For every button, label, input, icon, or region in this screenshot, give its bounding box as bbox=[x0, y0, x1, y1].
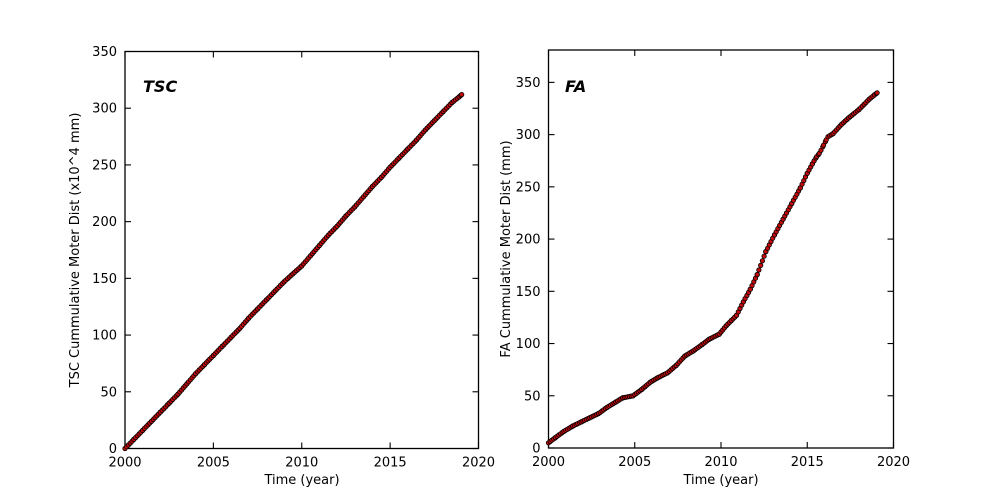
y-tick-label: 50 bbox=[100, 385, 117, 400]
axes-frame bbox=[547, 49, 895, 449]
y-tick-label: 100 bbox=[92, 329, 117, 344]
data-point bbox=[459, 92, 465, 98]
data-points-tsc bbox=[122, 92, 465, 452]
data-points-fa bbox=[545, 90, 880, 446]
tsc-plot: 2000 2005 2010 2015 2020 0 50 100 150 200 250 300 35… bbox=[92, 45, 495, 471]
y-tick-label: 200 bbox=[516, 233, 541, 248]
x-tick-label: 2010 bbox=[285, 456, 318, 471]
fa-xaxis-label: Time (year) bbox=[682, 473, 758, 488]
x-tick-label: 2020 bbox=[877, 455, 910, 470]
x-tick-label: 2015 bbox=[374, 456, 407, 471]
y-tick-label: 0 bbox=[532, 442, 540, 457]
tsc-yaxis-label: TSC Cummulative Moter Dist (x10^4 mm) bbox=[68, 113, 83, 389]
x-tick-label: 2005 bbox=[618, 455, 651, 470]
fa-plot: 2000 2005 2010 2015 2020 0 50 100 150 200 250 300 35… bbox=[516, 49, 910, 470]
y-tick-label: 350 bbox=[92, 45, 117, 60]
y-tick-label: 200 bbox=[92, 215, 117, 230]
y-tick-label: 250 bbox=[516, 180, 541, 195]
y-tick-label: 350 bbox=[516, 76, 541, 91]
y-tick-label: 100 bbox=[516, 337, 541, 352]
data-point bbox=[756, 267, 762, 273]
x-tick-label: 2000 bbox=[532, 455, 565, 470]
x-tick-label: 2010 bbox=[704, 455, 737, 470]
tsc-xaxis-label: Time (year) bbox=[263, 473, 339, 488]
tsc-annotation: TSC bbox=[143, 77, 177, 96]
x-tick-label: 2000 bbox=[108, 456, 141, 471]
data-point bbox=[754, 271, 760, 278]
x-tick-label: 2015 bbox=[791, 455, 824, 470]
y-tick-label: 50 bbox=[524, 389, 541, 404]
y-tick-label: 150 bbox=[516, 285, 541, 300]
data-point bbox=[874, 90, 880, 96]
data-point bbox=[759, 258, 766, 264]
data-point bbox=[761, 253, 767, 259]
x-tick-label: 2020 bbox=[462, 456, 495, 471]
y-tick-label: 250 bbox=[92, 158, 117, 173]
y-tick-label: 300 bbox=[92, 102, 117, 117]
data-point bbox=[758, 262, 764, 268]
y-tick-label: 300 bbox=[516, 128, 541, 143]
axes-frame bbox=[124, 50, 480, 450]
y-tick-label: 150 bbox=[92, 272, 117, 287]
y-tick-label: 0 bbox=[109, 442, 117, 457]
x-tick-label: 2005 bbox=[197, 456, 230, 471]
fa-yaxis-label: FA Cummulative Moter Dist (mm) bbox=[499, 140, 514, 357]
fa-annotation: FA bbox=[565, 77, 586, 96]
